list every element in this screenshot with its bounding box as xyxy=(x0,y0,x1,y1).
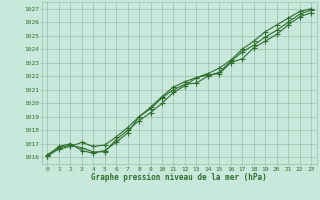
X-axis label: Graphe pression niveau de la mer (hPa): Graphe pression niveau de la mer (hPa) xyxy=(91,173,267,182)
